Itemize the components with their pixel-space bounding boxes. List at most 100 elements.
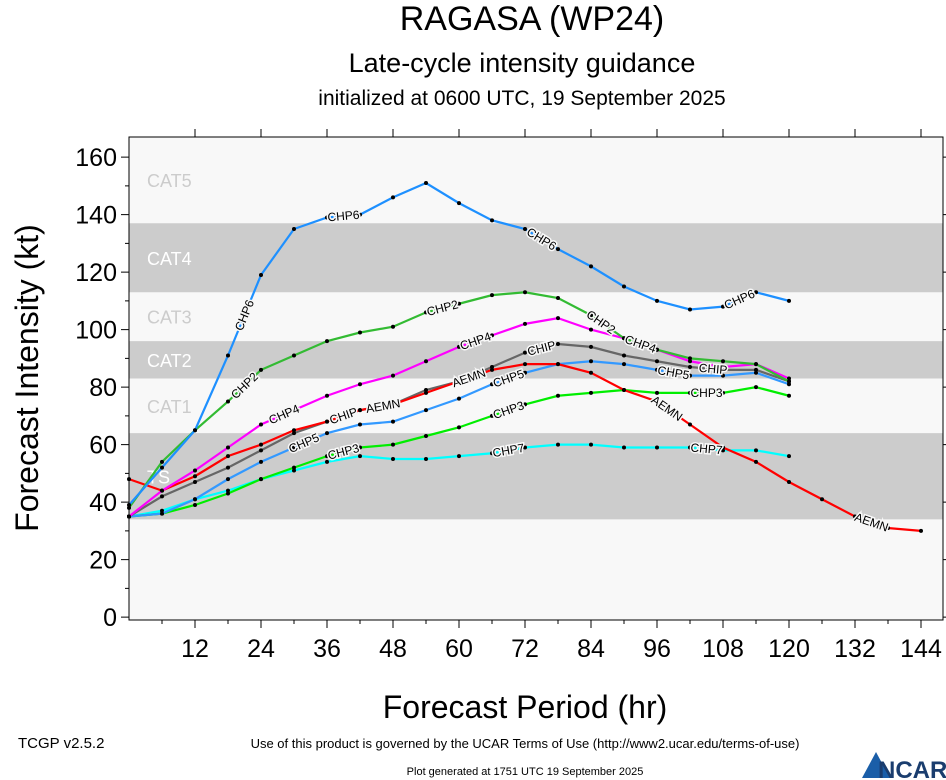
data-point-chp2 (688, 356, 692, 361)
data-point-chp3 (292, 465, 296, 470)
data-point-aemn (490, 367, 494, 372)
band-label-cat2: CAT2 (147, 351, 192, 371)
data-point-chp3 (787, 393, 791, 398)
data-point-chp2 (721, 359, 725, 364)
data-point-chp6 (754, 290, 758, 295)
data-point-aemn (523, 362, 527, 367)
data-point-chp6 (127, 503, 131, 507)
data-point-chp3 (754, 385, 758, 390)
data-point-chp4 (292, 408, 296, 413)
data-point-aemn (886, 526, 890, 530)
band-label-cat3: CAT3 (147, 308, 192, 328)
data-point-chp6 (655, 298, 659, 303)
series-label-chp7: CHP7 (690, 441, 723, 458)
data-point-chp6 (259, 273, 263, 277)
data-point-chp3 (556, 393, 560, 398)
data-point-chp4 (688, 359, 692, 364)
data-point-aemn (457, 379, 461, 384)
data-point-aemn (655, 399, 659, 404)
data-point-chp6 (787, 298, 791, 303)
data-point-chp6 (688, 307, 692, 312)
terms-of-use: Use of this product is governed by the U… (251, 736, 800, 751)
data-point-aemn (853, 514, 857, 519)
data-point-chp7 (655, 445, 659, 450)
data-point-chp7 (457, 454, 461, 459)
data-point-chip (193, 480, 197, 484)
data-point-aemn (127, 477, 131, 482)
data-point-chp7 (325, 459, 329, 464)
data-point-chp4 (589, 327, 593, 332)
data-point-chp7 (358, 454, 362, 459)
data-point-chip (523, 350, 527, 355)
data-point-aemn (622, 388, 626, 392)
data-point-chp5 (259, 459, 263, 464)
data-point-chp2 (226, 399, 230, 404)
y-tick-label: 20 (89, 547, 117, 575)
data-point-chp4 (457, 344, 461, 349)
x-tick-label: 132 (834, 635, 876, 663)
data-point-chp7 (160, 508, 164, 513)
data-point-chp7 (556, 442, 560, 447)
x-axis-label: Forecast Period (hr) (383, 689, 668, 725)
data-point-chp6 (589, 264, 593, 269)
data-point-chp7 (226, 488, 230, 493)
data-point-chp6 (160, 465, 164, 470)
data-point-chp5 (391, 419, 395, 424)
data-point-chp3 (655, 390, 659, 395)
data-point-chp3 (721, 390, 725, 395)
data-point-aemn (292, 428, 296, 433)
data-point-chp5 (160, 511, 164, 516)
data-point-chp2 (358, 330, 362, 335)
data-point-aemn (226, 454, 230, 459)
data-point-chp5 (523, 370, 527, 375)
data-point-chp4 (787, 376, 791, 381)
data-point-chp2 (754, 362, 758, 367)
data-point-chp5 (325, 431, 329, 436)
data-point-aemn (193, 474, 197, 479)
data-point-chp6 (226, 353, 230, 358)
data-point-chp6 (358, 212, 362, 217)
chart-subtitle: Late-cycle intensity guidance (349, 48, 696, 78)
data-point-aemn (820, 497, 824, 502)
data-point-aemn (754, 459, 758, 464)
data-point-chp2 (424, 310, 428, 315)
data-point-chp6 (523, 227, 527, 231)
data-point-aemn (424, 390, 428, 395)
data-point-aemn (325, 419, 329, 424)
data-point-chp5 (292, 445, 296, 450)
data-point-chp6 (292, 227, 296, 231)
data-point-chp5 (754, 370, 758, 375)
data-point-chp4 (193, 468, 197, 473)
band-label-cat4: CAT4 (147, 249, 192, 269)
data-point-chp7 (523, 445, 527, 450)
data-point-chp3 (424, 434, 428, 438)
y-tick-label: 80 (89, 374, 117, 402)
chart-title: RAGASA (WP24) (400, 0, 665, 38)
data-point-chip (589, 344, 593, 349)
data-point-chp3 (226, 491, 230, 496)
data-point-chip (754, 367, 758, 372)
data-point-chp4 (721, 365, 725, 369)
data-point-chp3 (358, 445, 362, 450)
data-point-chip (259, 448, 263, 453)
band-cat2 (129, 341, 943, 379)
data-point-chip (226, 465, 230, 470)
data-point-aemn (787, 480, 791, 484)
data-point-chp5 (622, 362, 626, 367)
data-point-chp3 (193, 503, 197, 507)
data-point-chp7 (787, 454, 791, 459)
data-point-chp6 (193, 428, 197, 433)
data-point-chp5 (457, 396, 461, 401)
data-point-chp4 (160, 488, 164, 493)
x-tick-label: 12 (181, 635, 209, 663)
data-point-chp6 (622, 284, 626, 289)
y-tick-label: 0 (103, 604, 117, 632)
data-point-chp5 (655, 367, 659, 372)
data-point-chp2 (391, 324, 395, 329)
data-point-chp7 (754, 448, 758, 453)
data-point-chip (424, 388, 428, 392)
data-point-chp6 (325, 215, 329, 220)
data-point-chp5 (424, 408, 428, 413)
data-point-aemn (688, 422, 692, 427)
data-point-chp6 (556, 247, 560, 252)
